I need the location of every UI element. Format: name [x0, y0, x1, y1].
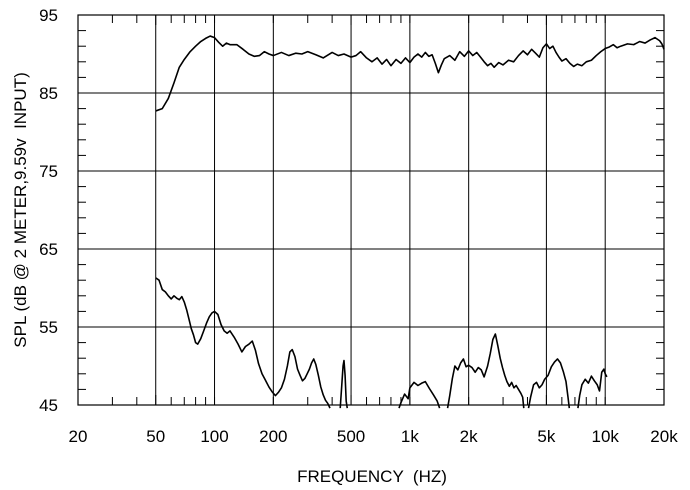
series-line-2 — [155, 277, 331, 409]
x-tick-label: 50 — [146, 427, 165, 446]
x-tick-label: 5k — [537, 427, 555, 446]
y-tick-label: 65 — [39, 240, 58, 259]
series — [155, 35, 665, 409]
x-tick-label: 1k — [401, 427, 419, 446]
x-tick-label: 100 — [200, 427, 228, 446]
x-tick-label: 20k — [650, 427, 678, 446]
grid — [77, 14, 665, 406]
y-tick-label: 55 — [39, 318, 58, 337]
x-tick-labels: 20 50 100 200 500 1k 2k 5k 10k 20k — [69, 427, 679, 446]
y-axis-title: SPL (dB @ 2 METER,9.59v INPUT) — [11, 72, 30, 347]
y-tick-labels: 45 55 65 75 85 95 — [39, 6, 58, 415]
series-line-2 — [527, 358, 571, 409]
y-tick-label: 75 — [39, 162, 58, 181]
series-line-2 — [446, 333, 525, 409]
y-tick-label: 45 — [39, 396, 58, 415]
x-tick-label: 500 — [337, 427, 365, 446]
series-line-2 — [339, 359, 349, 409]
plot-frame — [77, 14, 665, 406]
series-line-2 — [577, 368, 608, 409]
minor-ticks — [78, 15, 664, 405]
series-line-2 — [398, 380, 441, 409]
series-line-1 — [155, 35, 665, 112]
x-axis-title: FREQUENCY (HZ) — [297, 467, 447, 486]
x-tick-label: 2k — [460, 427, 478, 446]
x-tick-label: 200 — [259, 427, 287, 446]
x-tick-label: 10k — [591, 427, 619, 446]
y-tick-label: 95 — [39, 6, 58, 25]
y-tick-label: 85 — [39, 84, 58, 103]
x-tick-label: 20 — [69, 427, 88, 446]
